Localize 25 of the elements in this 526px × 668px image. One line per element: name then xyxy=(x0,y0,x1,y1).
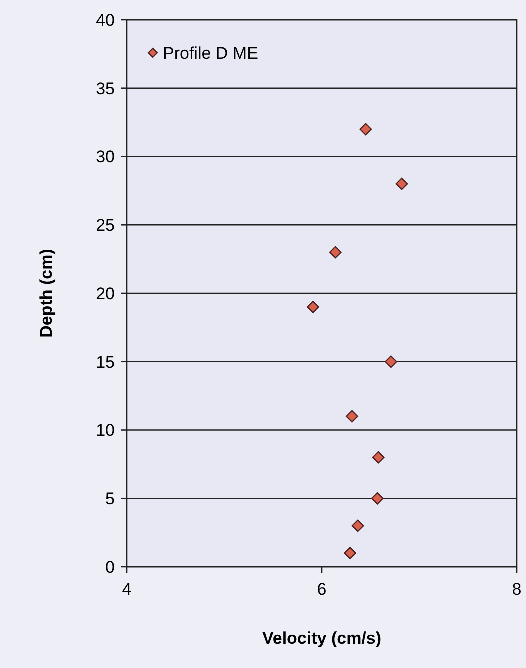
point xyxy=(307,300,320,314)
legend-label: Profile D ME xyxy=(163,44,258,63)
point xyxy=(371,492,384,505)
y-tick-label: 5 xyxy=(106,490,115,509)
point xyxy=(352,520,364,532)
y-axis-title: Depth (cm) xyxy=(37,249,56,338)
y-tick-label: 0 xyxy=(106,558,115,577)
y-tick-label: 10 xyxy=(96,421,115,440)
point xyxy=(346,410,358,423)
point xyxy=(396,178,408,190)
point xyxy=(385,356,398,368)
y-tick-label: 40 xyxy=(96,10,115,30)
y-tick-label: 25 xyxy=(96,216,115,236)
x-tick-label: 6 xyxy=(317,580,327,599)
y-tick-label: 15 xyxy=(96,352,115,372)
y-tick-label: 20 xyxy=(96,284,115,304)
point xyxy=(344,547,356,560)
x-axis-title: Velocity (cm/s) xyxy=(262,629,382,648)
x-tick-label: 8 xyxy=(512,580,522,599)
point xyxy=(360,123,372,136)
y-tick-label: 30 xyxy=(96,148,115,167)
point xyxy=(372,451,385,464)
point xyxy=(329,246,342,259)
y-tick-label: 35 xyxy=(96,79,115,98)
x-tick-label: 4 xyxy=(122,580,132,599)
